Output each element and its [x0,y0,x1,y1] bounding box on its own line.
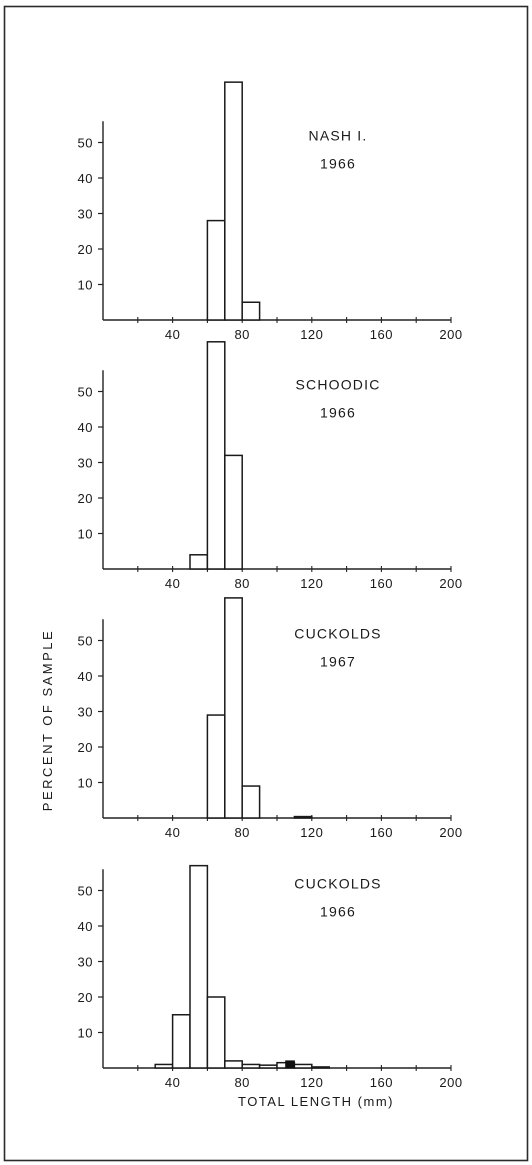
x-tick-label: 40 [165,825,180,840]
y-tick-label: 10 [78,278,93,293]
x-axis-title: TOTAL LENGTH (mm) [238,1094,394,1109]
panel-location-label: SCHOODIC [295,377,380,393]
x-tick-label: 40 [165,327,180,342]
y-tick-label: 10 [78,776,93,791]
histogram-panel: 10 20 30 40 50 40 80 120 160 200 NASH I. 1966 [78,81,462,342]
y-tick-label: 50 [78,634,93,649]
y-tick-label: 20 [78,990,93,1005]
y-tick-label: 40 [78,171,93,186]
x-tick-label: 80 [234,1075,249,1090]
y-tick-label: 30 [78,207,93,222]
y-axis-title: PERCENT OF SAMPLE [40,629,55,811]
x-tick-label: 160 [370,1075,393,1090]
x-tick-label: 200 [439,825,462,840]
histogram-bar [224,454,243,570]
histogram-bar [224,597,243,819]
x-tick-label: 160 [370,576,393,591]
x-tick-label: 80 [234,576,249,591]
histogram-bar [241,785,261,819]
histogram-panels: 10 20 30 40 50 40 80 120 160 200 NASH I. 1966 10 20 30… [78,81,462,1090]
y-tick-label: 10 [78,527,93,542]
y-tick-label: 40 [78,919,93,934]
panel-location-label: NASH I. [309,128,368,144]
panel-location-label: CUCKOLDS [294,626,381,642]
x-tick-label: 120 [300,327,323,342]
panel-year-label: 1966 [320,156,356,172]
histogram-bar [206,714,226,819]
y-tick-label: 50 [78,136,93,151]
histogram-bar [154,1063,174,1069]
histogram-bar [206,341,226,570]
panel-location-label: CUCKOLDS [294,876,381,892]
panel-year-label: 1967 [320,654,356,670]
figure-border [3,5,529,1162]
histogram-bar [206,996,226,1069]
x-tick-label: 160 [370,825,393,840]
x-tick-label: 40 [165,576,180,591]
x-tick-label: 200 [439,576,462,591]
y-tick-label: 30 [78,705,93,720]
panel-year-label: 1966 [320,904,356,920]
y-tick-label: 20 [78,242,93,257]
x-tick-label: 120 [300,1075,323,1090]
histogram-bar [206,219,226,321]
histogram-bar [311,1066,330,1069]
y-tick-label: 20 [78,740,93,755]
histogram-bar [224,1060,243,1069]
histogram-bar [189,864,209,1069]
histogram-panel: 10 20 30 40 50 40 80 120 160 200 CUCKOLDS 1967 [78,597,462,840]
histogram-bar [258,1064,278,1069]
x-tick-label: 200 [439,327,462,342]
x-tick-label: 120 [300,576,323,591]
x-tick-label: 160 [370,327,393,342]
panel-year-label: 1966 [320,405,356,421]
x-tick-label: 200 [439,1075,462,1090]
y-tick-label: 40 [78,420,93,435]
y-tick-label: 40 [78,669,93,684]
histogram-panel: 10 20 30 40 50 40 80 120 160 200 CUCKOLDS 1966 [78,864,462,1090]
y-tick-label: 30 [78,955,93,970]
histogram-bar [189,554,209,570]
x-tick-label: 80 [234,825,249,840]
histogram-bar [241,1063,261,1069]
x-tick-label: 40 [165,1075,180,1090]
histogram-bar [171,1014,191,1069]
y-tick-label: 10 [78,1026,93,1041]
histogram-bar-filled [285,1060,295,1069]
y-tick-label: 50 [78,385,93,400]
histogram-bar [241,301,261,321]
x-tick-label: 80 [234,327,249,342]
histogram-panel: 10 20 30 40 50 40 80 120 160 200 SCHOODIC 1966 [78,341,462,591]
histogram-bar [293,1063,313,1069]
histogram-bar [293,815,313,819]
histogram-bar [224,81,243,321]
y-tick-label: 30 [78,456,93,471]
y-tick-label: 50 [78,884,93,899]
x-tick-label: 120 [300,825,323,840]
y-tick-label: 20 [78,491,93,506]
